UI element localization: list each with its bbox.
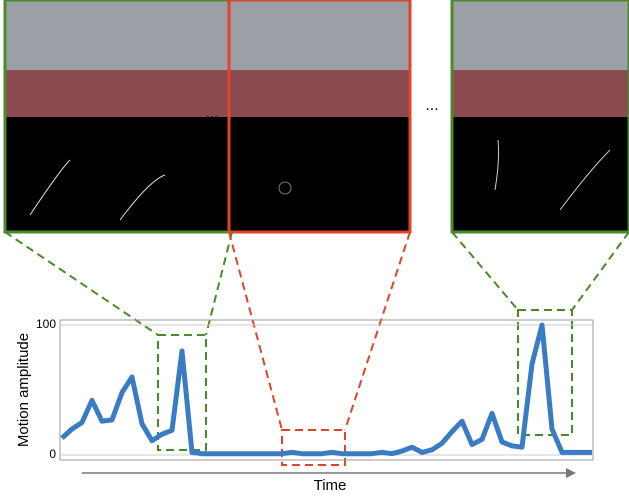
y-axis-label: Motion amplitude bbox=[15, 333, 32, 447]
motion-line bbox=[62, 325, 592, 454]
panel-right bbox=[452, 0, 629, 232]
court bbox=[5, 70, 232, 117]
y-tick-label: 0 bbox=[49, 447, 56, 461]
y-tick-label: 100 bbox=[36, 317, 56, 331]
figure: ... ... Motion amplitude Time 0 100 bbox=[0, 0, 629, 494]
motion-map bbox=[5, 117, 232, 232]
plot-frame bbox=[60, 320, 593, 460]
motion-map bbox=[229, 117, 410, 232]
arrow-head bbox=[566, 468, 576, 478]
connector bbox=[229, 232, 410, 430]
court bbox=[452, 70, 629, 117]
x-axis-label: Time bbox=[314, 477, 347, 494]
connector bbox=[452, 232, 629, 310]
ellipsis: ... bbox=[205, 105, 218, 122]
panel-left bbox=[5, 0, 232, 232]
ellipsis: ... bbox=[425, 97, 438, 114]
panel-mid bbox=[229, 0, 410, 232]
court bbox=[229, 70, 410, 117]
motion-map bbox=[452, 117, 629, 232]
